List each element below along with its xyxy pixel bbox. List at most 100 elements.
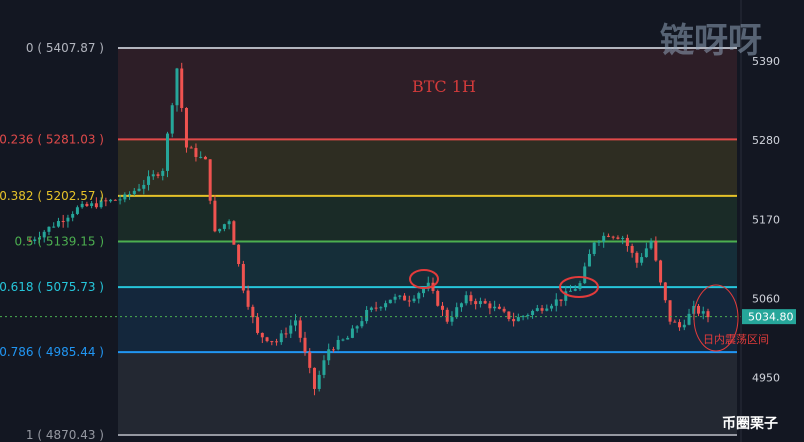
candle-body	[663, 282, 667, 301]
candle-body	[507, 311, 511, 320]
candle-body	[569, 290, 573, 292]
fib-label: 0.5 ( 5139.15 )	[14, 235, 104, 249]
candle-body	[398, 295, 402, 297]
candle-body	[502, 308, 506, 312]
candle-body	[559, 299, 563, 301]
range-annotation: 日内震荡区间	[703, 332, 769, 346]
candle-body	[170, 105, 174, 134]
candle-body	[436, 290, 440, 306]
candle-body	[355, 326, 359, 329]
candle-body	[450, 317, 454, 322]
candle-body	[279, 333, 283, 343]
candle-body	[303, 337, 307, 353]
candle-body	[545, 308, 549, 311]
candle-body	[213, 200, 217, 232]
candle-body	[422, 288, 426, 294]
fib-band	[118, 241, 737, 288]
candle-body	[564, 291, 568, 301]
candle-body	[488, 303, 492, 309]
candle-body	[327, 349, 331, 361]
fib-label: 0.236 ( 5281.03 )	[0, 132, 104, 146]
fib-label: 0.786 ( 4985.44 )	[0, 345, 104, 359]
candle-body	[237, 244, 241, 264]
candle-body	[606, 235, 610, 237]
candle-body	[175, 68, 179, 106]
candle-body	[218, 228, 222, 232]
candle-body	[455, 307, 459, 318]
watermark-signature: 币圈栗子	[722, 416, 778, 432]
candle-body	[142, 184, 146, 189]
candle-body	[251, 306, 255, 318]
candle-body	[701, 311, 705, 314]
candle-body	[583, 266, 587, 284]
candle-body	[85, 203, 89, 206]
candle-body	[611, 236, 615, 238]
candle-body	[113, 199, 117, 201]
y-tick-label: 5280	[752, 134, 780, 147]
candle-body	[260, 332, 264, 338]
y-tick-label: 4950	[752, 372, 780, 385]
candle-body	[412, 298, 416, 302]
candle-body	[270, 341, 274, 343]
candle-body	[644, 248, 648, 258]
candle-body	[578, 283, 582, 290]
candle-body	[540, 308, 544, 311]
candle-body	[587, 253, 591, 267]
candle-body	[331, 349, 335, 351]
chart-title: BTC 1H	[412, 77, 476, 96]
fib-band	[118, 287, 737, 353]
candle-body	[592, 242, 596, 254]
candle-body	[493, 306, 497, 309]
candle-body	[682, 324, 686, 328]
candle-body	[445, 309, 449, 322]
candle-body	[497, 306, 501, 309]
candle-body	[706, 311, 710, 318]
candles	[28, 62, 710, 396]
fib-label: 0.382 ( 5202.57 )	[0, 189, 104, 203]
candle-body	[360, 321, 364, 327]
fib-label: 0.618 ( 5075.73 )	[0, 280, 104, 294]
candle-body	[275, 341, 279, 343]
candle-body	[678, 322, 682, 328]
candle-body	[284, 333, 288, 335]
candle-body	[128, 194, 132, 196]
candle-body	[478, 301, 482, 305]
candle-body	[294, 320, 298, 326]
current-price-label: 5034.80	[748, 311, 794, 324]
candle-body	[654, 240, 658, 261]
candle-body	[616, 237, 620, 239]
candle-body	[673, 321, 677, 323]
candle-body	[464, 295, 468, 304]
candle-body	[573, 289, 577, 291]
candle-body	[550, 305, 554, 309]
candle-body	[161, 170, 165, 176]
candle-body	[483, 301, 487, 304]
candle-body	[132, 190, 136, 195]
candle-body	[621, 237, 625, 239]
candle-body	[222, 224, 226, 229]
candle-body	[459, 303, 463, 308]
candle-body	[52, 226, 56, 228]
candle-body	[99, 200, 103, 208]
candle-body	[393, 296, 397, 300]
candle-body	[554, 299, 558, 306]
y-tick-label: 5170	[752, 213, 780, 226]
fib-band	[118, 139, 737, 196]
candle-body	[535, 308, 539, 311]
current-price-tag: 5034.80	[742, 309, 796, 325]
candle-body	[388, 299, 392, 304]
highlight-circle-2	[559, 276, 599, 298]
candle-body	[33, 239, 37, 241]
candle-body	[47, 226, 51, 232]
current-price-badge	[742, 309, 796, 325]
candle-body	[512, 319, 516, 322]
candle-body	[256, 317, 260, 333]
candle-body	[687, 313, 691, 325]
candle-body	[61, 221, 65, 223]
candle-body	[384, 303, 388, 308]
candle-body	[640, 257, 644, 263]
fib-band	[118, 195, 737, 242]
price-axis	[741, 0, 804, 442]
